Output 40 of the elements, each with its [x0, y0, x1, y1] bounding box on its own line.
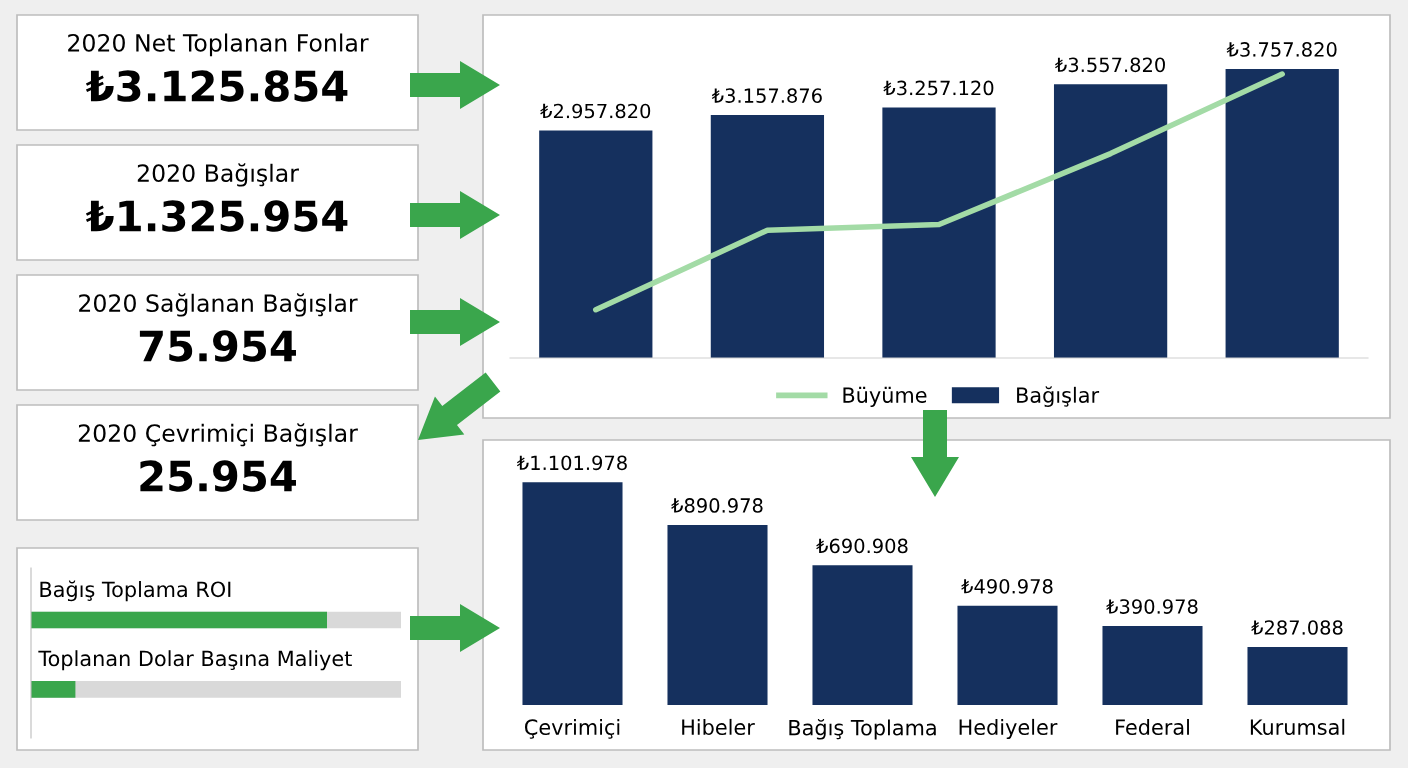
- data-label: ₺3.257.120: [883, 80, 994, 96]
- legend-label: Bağışlar: [1017, 386, 1100, 407]
- bar: [710, 115, 825, 358]
- x-tick-label: Çevrimiçi: [524, 718, 620, 739]
- bar: [882, 107, 996, 358]
- data-label: ₺3.757.820: [1226, 42, 1337, 57]
- text: ₺3.125.854: [85, 70, 348, 102]
- legend-label: Büyüme: [843, 386, 927, 407]
- x-tick-label: Federal: [1116, 718, 1189, 736]
- text: 25.954: [140, 460, 296, 492]
- bar: [957, 605, 1058, 705]
- text: 2020 Net Toplanan Fonlar: [68, 33, 369, 57]
- x-tick-label: Hediyeler: [959, 718, 1058, 740]
- data-label: ₺3.157.876: [711, 88, 822, 103]
- category-label: Toplanan Dolar Başına Maliyet: [38, 650, 352, 671]
- data-label: ₺1.101.978: [516, 455, 627, 471]
- x-tick-label: Hibeler: [682, 718, 755, 736]
- data-label: ₺3.557.820: [1055, 57, 1165, 73]
- bar: [539, 130, 653, 358]
- data-label: ₺490.978: [961, 578, 1053, 594]
- bar: [667, 524, 768, 705]
- category-label: Bağış Toplama ROI: [40, 580, 231, 602]
- data-label: ₺890.978: [671, 498, 763, 513]
- text: 2020 Çevrimiçi Bağışlar: [78, 423, 358, 447]
- bar: [1053, 84, 1168, 358]
- bar: [1225, 68, 1339, 358]
- x-tick-label: Bağış Toplama: [789, 718, 936, 740]
- text: 2020 Sağlanan Bağışlar: [79, 293, 358, 317]
- bar: [1247, 646, 1348, 705]
- data-label: ₺2.957.820: [540, 103, 651, 119]
- data-label: ₺287.088: [1251, 620, 1343, 635]
- text: ₺1.325.954: [85, 200, 348, 232]
- data-label: ₺690.908: [816, 538, 908, 554]
- x-tick-label: Kurumsal: [1250, 718, 1345, 736]
- bar: [1102, 625, 1203, 705]
- bar: [522, 482, 623, 705]
- data-label: ₺390.978: [1106, 599, 1198, 614]
- text: 75.954: [139, 330, 296, 362]
- bar: [812, 565, 913, 705]
- text: 2020 Bağışlar: [137, 163, 299, 187]
